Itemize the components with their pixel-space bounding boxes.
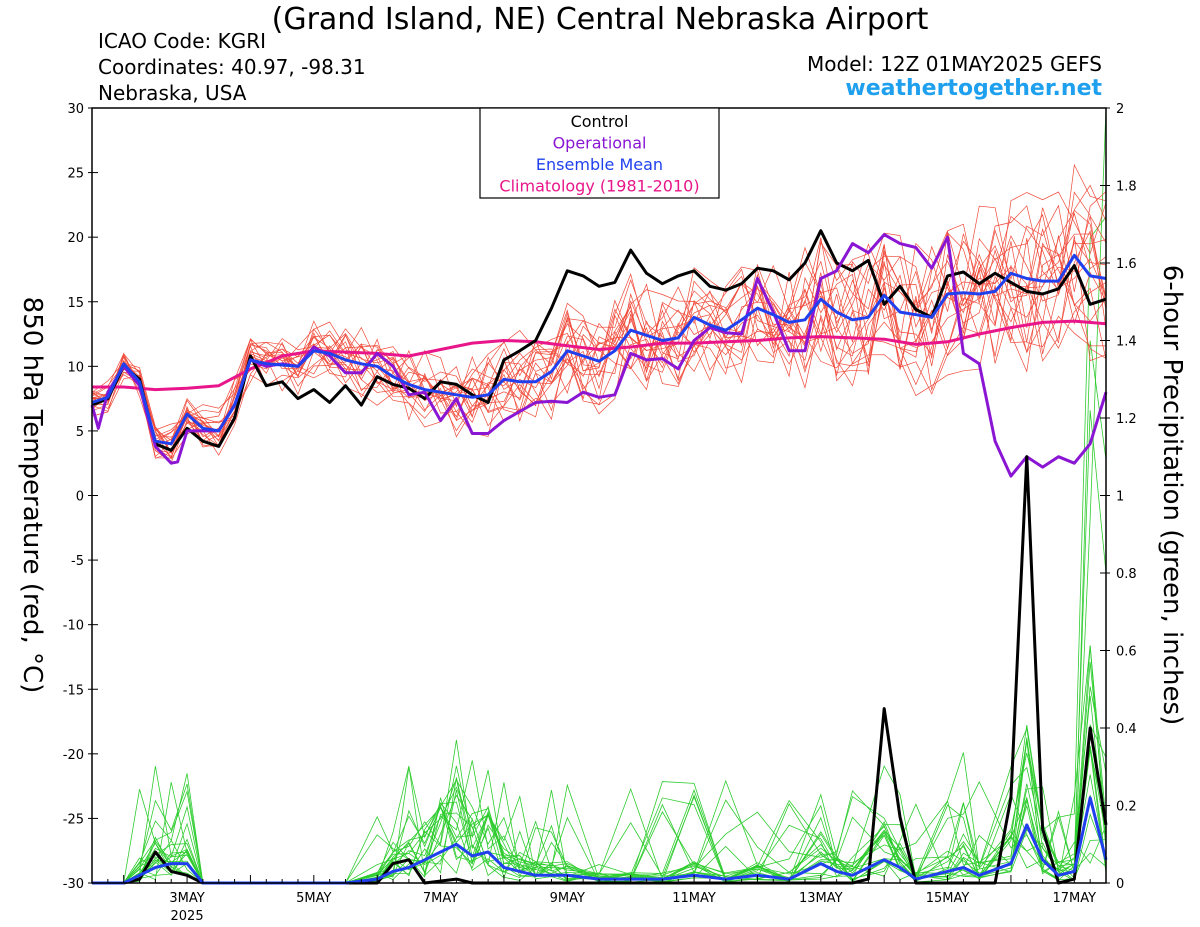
legend-box [479,107,720,199]
precip-member-line [92,661,1107,884]
legend-entry: Climatology (1981-2010) [499,177,699,196]
temp-member-line [91,209,1107,446]
y-right-tick-label: 2 [1116,102,1124,117]
y-left-tick-label: -20 [63,748,84,763]
precip-member-line [92,107,1107,884]
y-right-tick-label: 1 [1116,490,1124,505]
region-label: Nebraska, USA [98,81,247,105]
icao-code: ICAO Code: KGRI [98,29,266,53]
temp-member-line [91,207,1107,441]
control-precip-line [92,455,1108,885]
y-left-tick-label: 15 [67,296,84,311]
y-axis-left-label: 850 hPa Temperature (red, °C) [17,296,47,694]
y-left-tick-label: 5 [76,425,84,440]
coordinates: Coordinates: 40.97, -98.31 [98,55,366,79]
x-tick-label: 9MAY [550,891,585,906]
y-right-tick-label: 0.8 [1116,567,1137,582]
temp-member-line [91,235,1107,453]
y-right-tick-label: 0.2 [1116,800,1137,815]
precip-member-line [92,216,1107,884]
y-left-tick-label: 20 [67,231,84,246]
y-left-tick-label: -30 [63,877,84,892]
x-tick-label: 15MAY [926,891,970,906]
plot-frame [91,107,1107,884]
precip-member-line [92,646,1107,884]
x-tick-label: 7MAY [423,891,458,906]
y-right-tick-label: 0 [1116,877,1124,892]
temp-member-line [91,184,1107,447]
x-tick-label: 3MAY [169,891,204,906]
legend-entry: Control [571,112,629,131]
y-left-tick-label: -5 [71,554,84,569]
y-left-tick-label: -10 [63,619,84,634]
precip-member-line [92,723,1107,884]
y-left-tick-label: 30 [67,102,84,117]
precip-member-line [92,774,1107,884]
y-left-tick-label: 25 [67,167,84,182]
temp-member-line [91,253,1107,438]
x-tick-label: 11MAY [672,891,716,906]
precip-member-line [92,752,1107,884]
temp-member-line [91,213,1107,440]
x-tick-sublabel: 2025 [171,909,204,924]
legend-entry: Ensemble Mean [536,155,663,174]
x-tick-label: 5MAY [296,891,331,906]
y-right-tick-label: 1.8 [1116,180,1137,195]
precip-member-line [92,410,1107,884]
y-right-tick-label: 0.4 [1116,722,1137,737]
precip-member-line [92,340,1107,884]
x-tick-label: 17MAY [1053,891,1097,906]
control-temp-line [91,229,1107,452]
mean-temp-line [91,253,1107,446]
precip-member-line [92,645,1107,884]
legend-entry: Operational [553,134,647,153]
chart-title: (Grand Island, NE) Central Nebraska Airp… [271,2,929,37]
x-tick-label: 13MAY [799,891,843,906]
model-run: Model: 12Z 01MAY2025 GEFS [807,52,1102,76]
y-right-tick-label: 1.4 [1116,335,1137,350]
temp-member-line [91,191,1107,441]
y-left-tick-label: -25 [63,812,84,827]
y-axis-right-label: 6-hour Precipitation (green, inches) [1157,264,1187,726]
y-right-tick-label: 1.2 [1116,412,1137,427]
site-link[interactable]: weathertogether.net [845,76,1102,101]
y-left-tick-label: 0 [76,490,84,505]
temp-member-line [91,229,1107,460]
y-left-tick-label: -15 [63,683,84,698]
y-right-tick-label: 1.6 [1116,257,1137,272]
temp-member-line [91,215,1107,453]
temp-member-line [91,235,1107,458]
temp-member-line [91,205,1107,437]
y-right-tick-label: 0.6 [1116,645,1137,660]
y-left-tick-label: 10 [67,360,84,375]
temp-member-line [91,235,1107,456]
